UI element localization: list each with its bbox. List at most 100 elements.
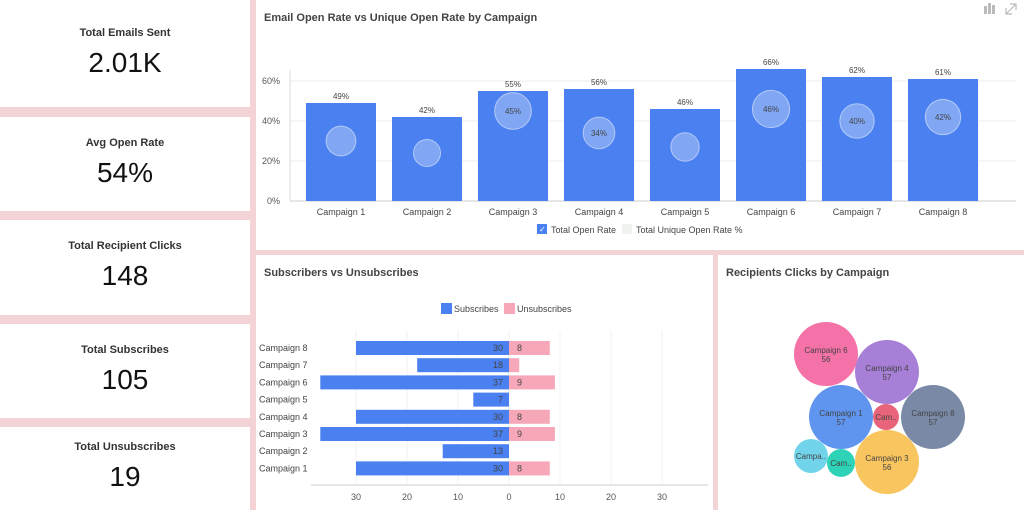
subscribes-label: 30 (493, 412, 503, 422)
bar-label: 56% (591, 78, 607, 87)
x-tick-label: 20 (402, 492, 412, 502)
bubble-label: Campa.. (796, 452, 826, 461)
kpi-card-unsubscribes: Total Unsubscribes 19 (0, 427, 250, 510)
bar-chart-icon-part (984, 6, 987, 14)
bubble[interactable] (794, 439, 828, 473)
bubble-label: 45% (505, 107, 521, 116)
chart-title: Email Open Rate vs Unique Open Rate by C… (264, 12, 538, 24)
x-tick-label: Campaign 5 (661, 207, 710, 217)
subscribes-bar (356, 341, 509, 355)
bubble-value: 57 (883, 373, 892, 382)
kpi-title: Avg Open Rate (85, 137, 165, 149)
bubble-label: Campaign 4 (865, 364, 909, 373)
bubble-label: 46% (763, 105, 779, 114)
bar-chart-icon-part (992, 5, 995, 14)
legend-swatch-subscribes[interactable] (441, 303, 452, 314)
bubble-label: 40% (849, 117, 865, 126)
subscribes-label: 30 (493, 463, 503, 473)
bubble (412, 138, 442, 168)
subscribes-label: 37 (493, 377, 503, 387)
x-tick-label: 10 (453, 492, 463, 502)
bubble (751, 89, 791, 129)
bar (478, 91, 548, 201)
unsubscribes-bar (509, 409, 550, 424)
kpi-title: Total Unsubscribes (74, 441, 176, 453)
y-tick-label: 40% (262, 116, 280, 126)
bubble[interactable] (794, 322, 858, 386)
legend-label[interactable]: Total Unique Open Rate % (636, 225, 743, 235)
y-tick-label: Campaign 6 (259, 377, 308, 387)
bubble[interactable] (873, 404, 899, 430)
kpi-card-clicks: Total Recipient Clicks 148 (0, 220, 250, 315)
bar-label: 66% (763, 58, 779, 67)
x-tick-label: Campaign 1 (317, 207, 366, 217)
legend-label[interactable]: Subscribes (454, 304, 499, 314)
subscribes-label: 7 (498, 395, 503, 405)
x-tick-label: 20 (606, 492, 616, 502)
x-tick-label: 30 (657, 492, 667, 502)
bar (736, 69, 806, 201)
unsubscribes-label: 9 (517, 377, 522, 387)
y-tick-label: Campaign 5 (259, 395, 308, 405)
unsubscribes-bar (509, 461, 550, 476)
expand-icon[interactable] (1005, 3, 1017, 15)
legend-label[interactable]: Unsubscribes (517, 304, 572, 314)
bubble-value: 56 (883, 463, 892, 472)
unsubscribes-label: 9 (517, 429, 522, 439)
legend-checkbox-unique-rate[interactable] (622, 224, 632, 234)
bar (392, 117, 462, 201)
bar-label: 42% (419, 106, 435, 115)
bar-label: 49% (333, 92, 349, 101)
subscribers-chart: 30 20 10 0 10 20 30 Campaign 8 30 8 Campaign 7 18 Ca… (259, 303, 708, 502)
legend-swatch-unsubscribes[interactable] (504, 303, 515, 314)
bubble[interactable] (827, 449, 855, 477)
bubble (839, 103, 875, 139)
clicks-panel: Recipients Clicks by Campaign Campaign 6… (718, 255, 1024, 510)
open-rate-panel: Email Open Rate vs Unique Open Rate by C… (256, 0, 1024, 250)
subscribes-bar (356, 409, 509, 424)
check-icon: ✓ (539, 225, 546, 234)
subscribes-label: 30 (493, 343, 503, 353)
bar (908, 79, 978, 201)
unsubscribes-bar (509, 358, 520, 373)
bar (650, 109, 720, 201)
bubble-value: 57 (929, 418, 938, 427)
kpi-title: Total Recipient Clicks (68, 240, 182, 252)
bubble-label: Campaign 6 (804, 346, 848, 355)
y-tick-label: Campaign 2 (259, 446, 308, 456)
x-tick-label: 0 (506, 492, 511, 502)
y-tick-label: Campaign 8 (259, 343, 308, 353)
x-tick-label: Campaign 4 (575, 207, 624, 217)
bar-chart-icon[interactable] (984, 3, 995, 14)
bubble-label: 34% (591, 129, 607, 138)
subscribes-bar (320, 427, 509, 441)
legend-checkbox-open-rate[interactable] (537, 224, 547, 234)
bubble[interactable] (809, 385, 873, 449)
subscribes-bar (417, 358, 509, 373)
bubble-label: 42% (935, 113, 951, 122)
unsubscribes-bar (509, 375, 555, 390)
bubble (582, 116, 616, 150)
kpi-value: 54% (96, 157, 154, 188)
x-tick-label: 10 (555, 492, 565, 502)
bubble-label: Campaign 8 (911, 409, 955, 418)
bar (306, 103, 376, 201)
y-tick-label: 20% (262, 156, 280, 166)
y-tick-label: Campaign 3 (259, 429, 308, 439)
bar (822, 77, 892, 201)
bubble[interactable] (855, 430, 919, 494)
y-tick-label: Campaign 7 (259, 360, 308, 370)
subscribes-bar (356, 461, 509, 476)
y-tick-label: 60% (262, 76, 280, 86)
bubble[interactable] (901, 385, 965, 449)
x-tick-label: Campaign 3 (489, 207, 538, 217)
legend-label[interactable]: Total Open Rate (551, 225, 616, 235)
subscribes-label: 37 (493, 429, 503, 439)
bar-chart-icon-part (988, 3, 991, 14)
bar-label: 61% (935, 68, 951, 77)
kpi-card-open-rate: Avg Open Rate 54% (0, 117, 250, 211)
bubble[interactable] (855, 340, 919, 404)
y-tick-label: 0% (267, 196, 280, 206)
kpi-value: 19 (109, 461, 141, 492)
